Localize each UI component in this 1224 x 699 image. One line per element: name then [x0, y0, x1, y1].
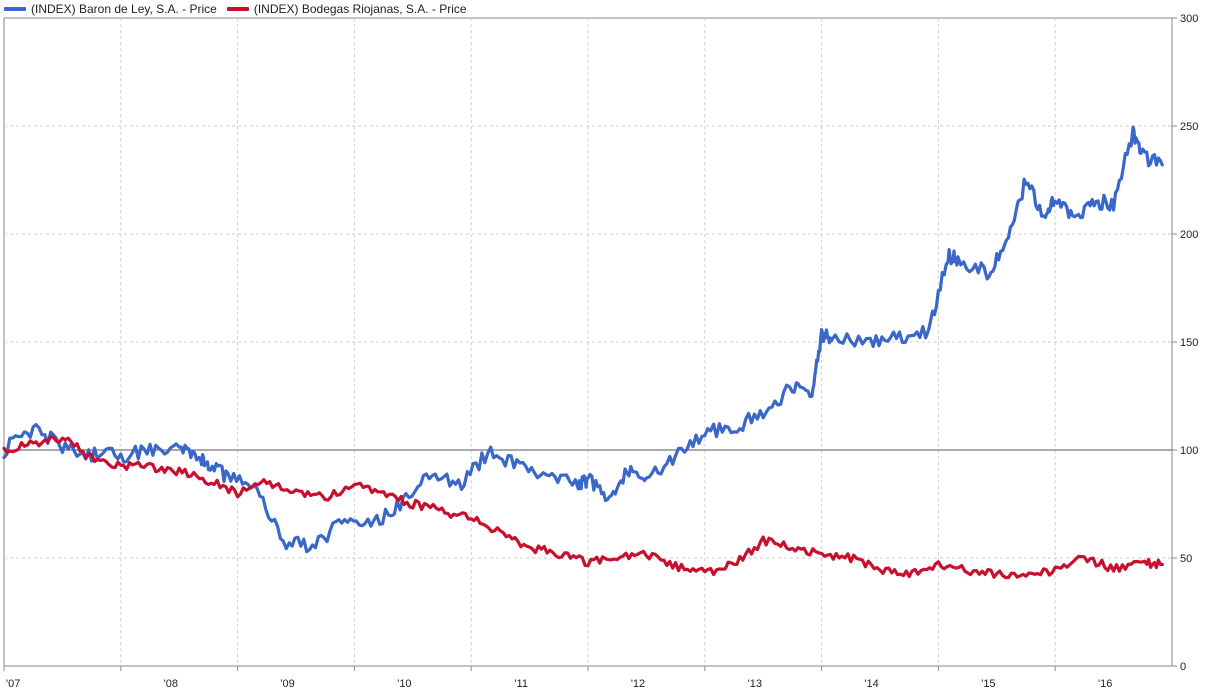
legend-item-baron-de-ley[interactable]: (INDEX) Baron de Ley, S.A. - Price — [4, 2, 217, 16]
y-tick-label: 150 — [1180, 337, 1198, 349]
legend-swatch-baron-de-ley — [4, 7, 26, 11]
x-tick-label: '11 — [514, 678, 528, 690]
y-tick-label: 100 — [1180, 445, 1198, 457]
x-tick-label: '08 — [164, 678, 178, 690]
y-tick-label: 200 — [1180, 229, 1198, 241]
y-tick-label: 50 — [1180, 553, 1192, 565]
x-tick-label: '07 — [6, 678, 20, 690]
y-tick-label: 0 — [1180, 661, 1186, 673]
x-tick-label: '14 — [864, 678, 878, 690]
x-tick-label: '16 — [1098, 678, 1112, 690]
grid-layer — [4, 18, 1172, 666]
x-tick-label: '10 — [397, 678, 411, 690]
legend-label-bodegas-riojanas: (INDEX) Bodegas Riojanas, S.A. - Price — [253, 2, 467, 16]
x-tick-label: '15 — [981, 678, 995, 690]
y-tick-label: 300 — [1180, 13, 1198, 25]
legend-label-baron-de-ley: (INDEX) Baron de Ley, S.A. - Price — [31, 2, 217, 16]
y-tick-label: 250 — [1180, 121, 1198, 133]
legend-item-bodegas-riojanas[interactable]: (INDEX) Bodegas Riojanas, S.A. - Price — [226, 2, 467, 16]
axis-layer: 0 50 100 150 200 250 300 '07 '08 '09 '10 '11 '12 '13 '… — [3, 13, 1198, 690]
series-line-bodegas-riojanas — [2, 435, 1164, 580]
legend-swatch-bodegas-riojanas — [226, 7, 249, 11]
series-line-baron-de-ley — [2, 125, 1164, 554]
series-layer — [2, 125, 1164, 580]
x-tick-label: '09 — [280, 678, 294, 690]
x-tick-label: '13 — [748, 678, 762, 690]
x-tick-label: '12 — [631, 678, 645, 690]
legend: (INDEX) Baron de Ley, S.A. - Price (INDE… — [4, 2, 467, 16]
